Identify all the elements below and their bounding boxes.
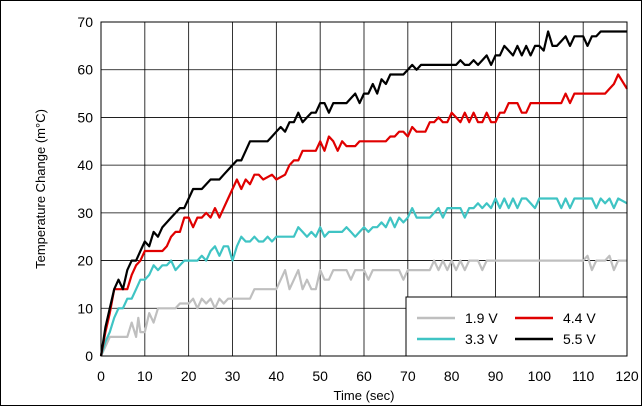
y-tick-label: 40	[77, 157, 93, 173]
y-axis-ticks: 0 10 20 30 40 50 60 70	[77, 14, 93, 364]
x-tick-label: 60	[356, 368, 372, 384]
x-tick-label: 90	[488, 368, 504, 384]
legend-label-1-9v: 1.9 V	[465, 310, 498, 326]
y-tick-label: 70	[77, 14, 93, 30]
x-tick-label: 110	[572, 368, 595, 384]
legend-label-4-4v: 4.4 V	[563, 310, 596, 326]
x-tick-label: 30	[225, 368, 241, 384]
series-layer	[99, 30, 628, 357]
plot-area-border	[100, 21, 628, 357]
y-axis-label: Temperature Change (m°C)	[33, 109, 48, 269]
x-tick-label: 100	[528, 368, 552, 384]
legend-box	[405, 296, 628, 357]
x-tick-label: 0	[97, 368, 105, 384]
y-tick-label: 60	[77, 62, 93, 78]
legend-label-3-3v: 3.3 V	[465, 331, 498, 347]
x-tick-label: 80	[444, 368, 460, 384]
x-tick-label: 20	[181, 368, 197, 384]
legend: 1.9 V 3.3 V 4.4 V 5.5 V	[405, 296, 628, 357]
x-axis-ticks: 0 10 20 30 40 50 60 70 80 90 100 110 120	[97, 368, 639, 384]
x-tick-label: 70	[400, 368, 416, 384]
legend-label-5-5v: 5.5 V	[563, 331, 596, 347]
y-tick-label: 30	[77, 205, 93, 221]
series-line-1-9-v	[100, 254, 627, 357]
y-tick-label: 50	[77, 109, 93, 125]
y-tick-label: 0	[85, 348, 93, 364]
y-tick-label: 10	[77, 300, 93, 316]
series-line-4-4-v	[99, 73, 628, 357]
x-tick-label: 50	[312, 368, 328, 384]
series-line-3-3-v	[99, 197, 628, 357]
x-axis-label: Time (sec)	[334, 388, 395, 403]
x-tick-label: 40	[269, 368, 285, 384]
x-tick-label: 120	[615, 368, 639, 384]
series-line-5-5-v	[99, 30, 627, 357]
y-tick-label: 20	[77, 253, 93, 269]
x-tick-label: 10	[137, 368, 153, 384]
